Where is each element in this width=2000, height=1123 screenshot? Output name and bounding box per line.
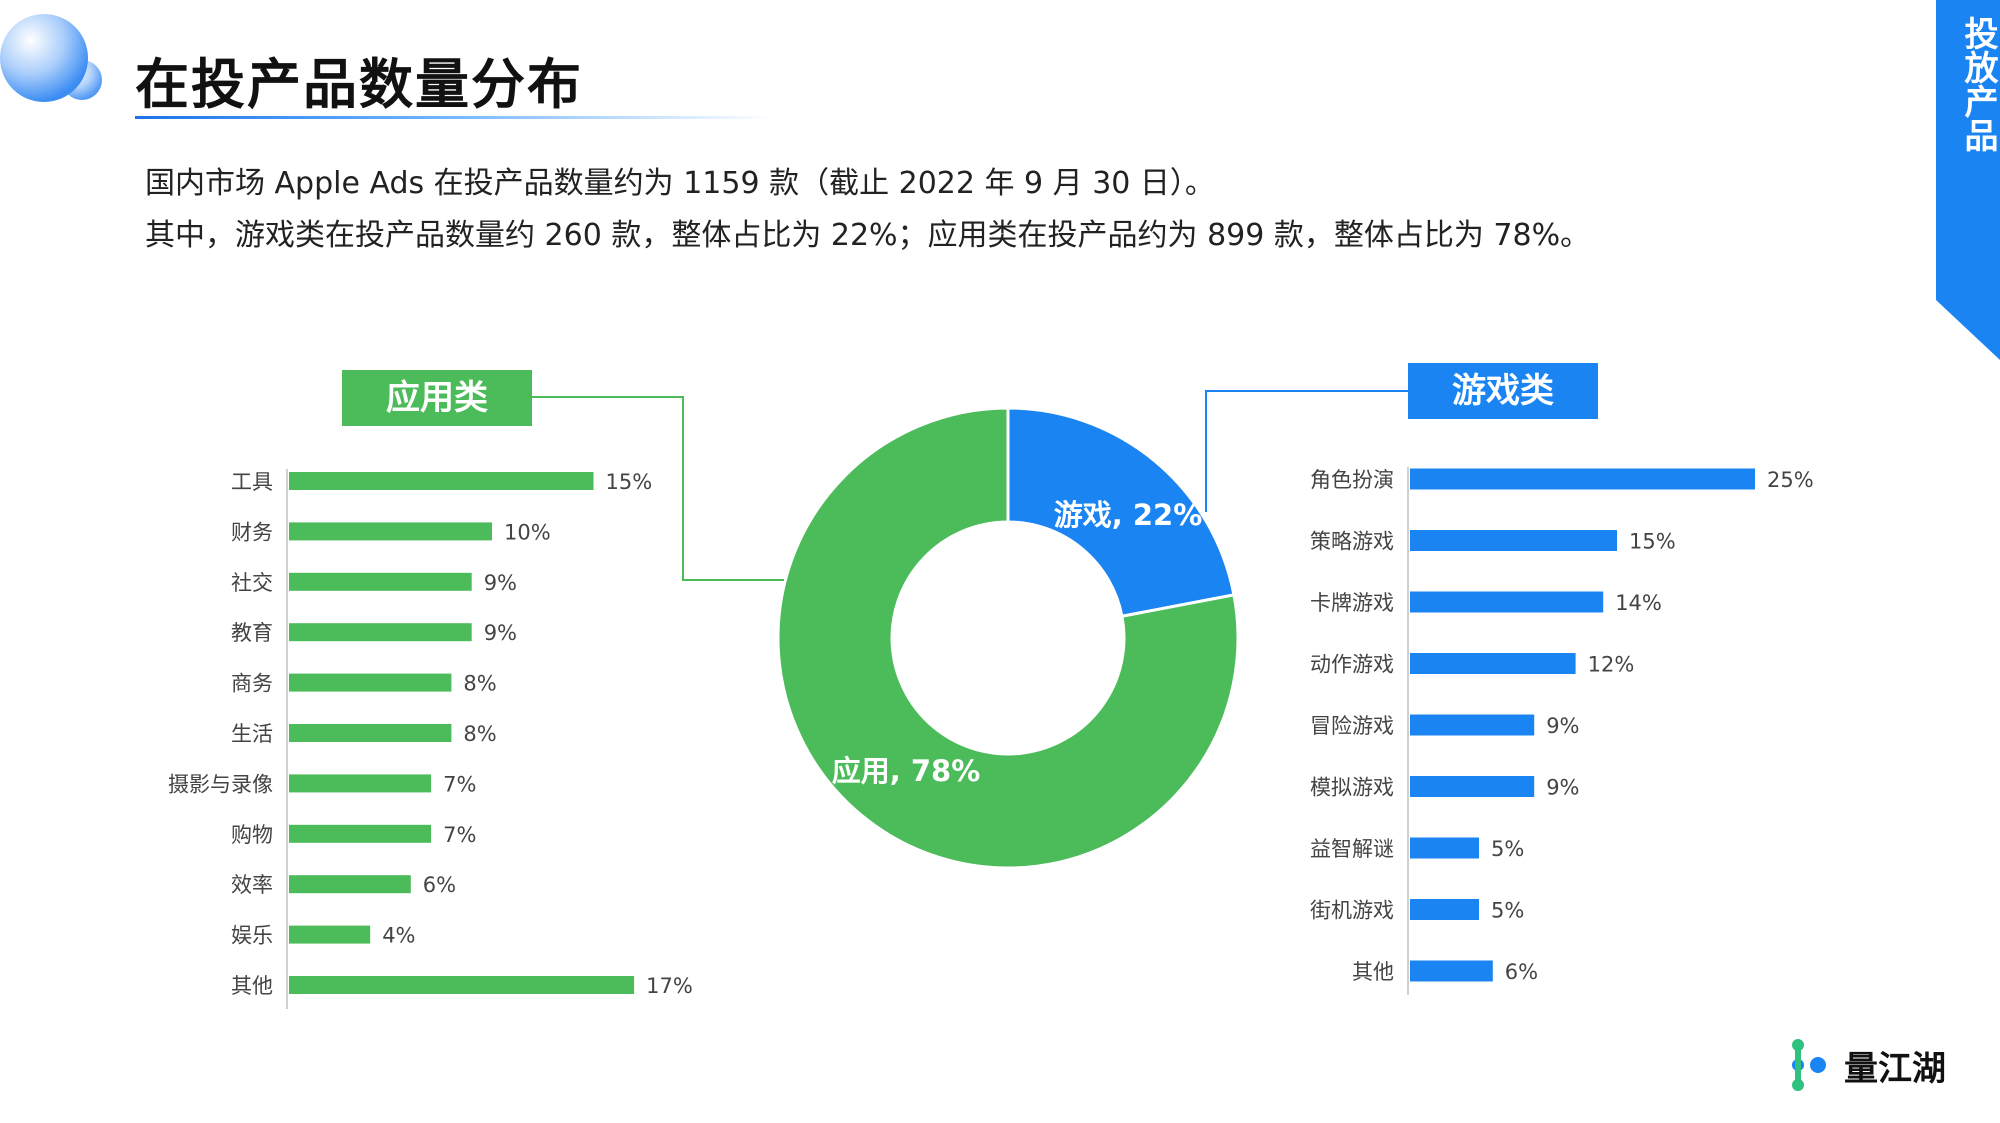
app-category-label: 教育 [231,621,273,645]
game-value-label: 5% [1491,837,1524,861]
app-category-label: 其他 [231,974,273,998]
app-value-label: 8% [463,722,496,746]
brand-logo: 量江湖 [1788,1035,1958,1095]
side-tab-background [1936,0,2000,360]
app-bar [289,925,371,944]
game-value-label: 15% [1629,530,1676,554]
brand-logo-icon [1792,1039,1826,1091]
app-bar [289,673,452,692]
app-value-label: 9% [484,621,517,645]
app-category-label: 摄影与录像 [168,772,273,796]
app-category-label: 商务 [231,672,273,696]
app-category-label: 效率 [231,873,273,897]
app-bar [289,976,635,994]
game-bar [1410,899,1479,920]
game-value-label: 12% [1588,653,1635,677]
game-bar [1410,776,1535,797]
connector-line-game [1205,390,1408,512]
app-value-label: 15% [606,470,653,494]
app-bar [289,875,411,894]
legend-game: 游戏类 [1408,363,1598,419]
app-category-label: 购物 [231,823,273,847]
game-bar [1410,837,1479,859]
game-category-label: 模拟游戏 [1310,776,1394,800]
app-category-label: 工具 [231,470,273,494]
game-value-label: 14% [1615,591,1662,615]
game-category-label: 策略游戏 [1310,530,1394,554]
game-bar [1410,714,1535,736]
legend-app: 应用类 [342,370,532,426]
app-value-label: 7% [443,772,476,796]
game-category-label: 益智解谜 [1310,837,1394,861]
decorative-bubbles [0,14,102,102]
donut-slice-game [1006,406,1236,619]
game-value-label: 9% [1546,776,1579,800]
app-bar [289,774,432,793]
app-value-label: 7% [443,823,476,847]
app-value-label: 10% [504,520,551,544]
game-value-label: 5% [1491,899,1524,923]
donut-slice-app [776,406,1240,870]
description-line-1: 国内市场 Apple Ads 在投产品数量约为 1159 款（截止 2022 年… [145,166,1215,201]
donut-label-game: 游戏, 22% [1054,498,1203,532]
game-category-label: 卡牌游戏 [1310,591,1394,615]
app-value-label: 17% [646,974,693,998]
app-category-label: 社交 [231,571,273,595]
game-value-label: 9% [1546,714,1579,738]
game-bar [1410,591,1604,613]
description-line-2: 其中，游戏类在投产品数量约 260 款，整体占比为 22%；应用类在投产品约为 … [145,218,1591,253]
game-category-label: 动作游戏 [1310,653,1394,677]
app-category-label: 生活 [231,722,273,746]
donut-label-app: 应用, 78% [832,754,981,788]
game-bar [1410,653,1576,674]
page-title: 在投产品数量分布 [135,53,583,116]
app-bar [289,824,432,843]
app-value-label: 4% [382,924,415,948]
game-value-label: 6% [1505,960,1538,984]
side-tab-label: 投放产品 [1958,16,1998,152]
app-bar [289,472,594,490]
game-value-label: 25% [1767,468,1814,492]
connector-line-app [532,396,784,581]
app-value-label: 8% [463,672,496,696]
app-category-label: 娱乐 [231,924,273,948]
app-bar [289,623,472,642]
game-bar [1410,960,1493,982]
game-category-label: 街机游戏 [1310,899,1394,923]
app-bar [289,724,452,742]
app-bar [289,572,472,591]
game-category-label: 冒险游戏 [1310,714,1394,738]
brand-logo-text: 量江湖 [1844,1049,1946,1089]
app-category-label: 财务 [231,520,273,544]
game-bar [1410,468,1755,490]
app-value-label: 6% [423,873,456,897]
game-category-label: 角色扮演 [1310,468,1394,492]
game-category-label: 其他 [1352,960,1394,984]
app-bar [289,522,492,541]
title-underline [135,116,775,119]
game-bar [1410,530,1617,551]
app-value-label: 9% [484,571,517,595]
